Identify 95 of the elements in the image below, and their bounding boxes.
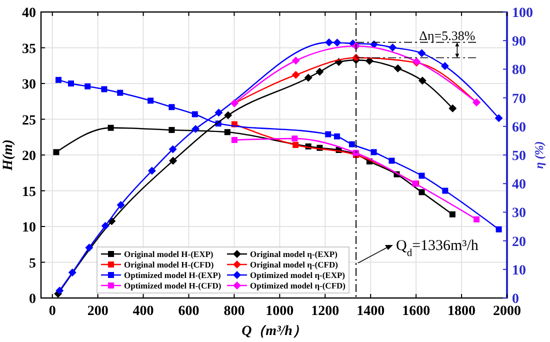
- point: [292, 142, 299, 148]
- y-tick-label: 5: [29, 256, 36, 272]
- point: [448, 104, 457, 112]
- point: [333, 38, 342, 47]
- point: [84, 83, 91, 90]
- point: [494, 114, 503, 122]
- x-tick-label: 2000: [493, 304, 521, 319]
- y-tick-label: 10: [22, 220, 36, 236]
- point: [304, 74, 312, 82]
- point: [292, 56, 300, 65]
- y2-tick-label: 70: [512, 92, 526, 107]
- legend-label: Original model η-(EXP): [250, 249, 338, 259]
- point: [214, 108, 223, 117]
- point: [292, 136, 298, 142]
- legend-label: Original model H-(CFD): [124, 260, 214, 270]
- point: [474, 216, 480, 222]
- point: [169, 156, 178, 165]
- point: [325, 38, 334, 46]
- legend-label: Original model η-(CFD): [250, 260, 338, 270]
- point: [440, 62, 449, 70]
- y-axis-title: H(m): [1, 139, 16, 172]
- y2-tick-label: 100: [512, 6, 533, 21]
- x-axis-title: Q（m³/h）: [242, 324, 306, 339]
- legend-label: Optimized model η-(EXP): [250, 270, 346, 280]
- y2-tick-label: 30: [512, 206, 526, 222]
- y-tick-label: 30: [22, 78, 36, 92]
- y2-axis-title: η (%): [532, 141, 546, 169]
- x-tick-label: 400: [132, 304, 154, 319]
- point: [231, 136, 238, 143]
- point: [418, 172, 425, 179]
- point: [316, 68, 324, 76]
- point: [418, 49, 426, 58]
- point: [224, 111, 232, 120]
- point: [56, 286, 64, 295]
- y2-tick-label: 40: [512, 178, 526, 193]
- legend-label: Original model H-(EXP): [124, 249, 214, 259]
- point: [325, 131, 332, 138]
- x-tick-label: 1000: [266, 304, 294, 319]
- point: [388, 43, 397, 52]
- point: [68, 80, 74, 86]
- point: [449, 211, 456, 218]
- x-tick-label: 200: [87, 304, 108, 319]
- legend-label: Optimized model H-(CFD): [124, 280, 222, 290]
- y-tick-label: 0: [29, 292, 36, 307]
- x-tick-label: 800: [224, 304, 245, 319]
- legend-label: Optimized model η-(CFD): [250, 280, 346, 290]
- point: [116, 201, 125, 210]
- point: [394, 64, 402, 72]
- y-tick-label: 35: [22, 42, 36, 57]
- point: [192, 124, 200, 133]
- point: [168, 104, 175, 110]
- point: [108, 124, 114, 131]
- point: [224, 129, 230, 136]
- point: [148, 98, 154, 104]
- point: [348, 141, 355, 148]
- point: [101, 86, 108, 92]
- point: [418, 189, 425, 196]
- y2-tick-label: 10: [512, 263, 526, 278]
- point: [365, 56, 374, 65]
- y2-tick-label: 60: [512, 120, 526, 136]
- y2-tick-label: 0: [512, 292, 519, 307]
- point: [168, 126, 175, 133]
- y-tick-label: 15: [22, 184, 36, 200]
- point: [292, 70, 300, 79]
- point: [68, 268, 76, 277]
- point: [370, 149, 377, 156]
- x-tick-label: 600: [178, 304, 200, 319]
- x-tick-label: 1800: [448, 304, 476, 319]
- x-tick-label: 1600: [402, 304, 430, 319]
- point: [192, 111, 198, 118]
- y-tick-label: 40: [22, 6, 36, 21]
- point: [148, 166, 156, 175]
- point: [418, 76, 426, 85]
- point: [117, 90, 124, 96]
- point: [496, 226, 502, 232]
- x-tick-label: 1400: [356, 304, 385, 319]
- point: [334, 133, 340, 140]
- y2-tick-label: 80: [512, 63, 526, 78]
- y2-tick-label: 90: [512, 34, 526, 50]
- y-tick-label: 20: [22, 149, 36, 164]
- point: [101, 222, 110, 230]
- point: [85, 244, 94, 252]
- annotation: Δη=5.38%: [419, 28, 476, 43]
- ref-line-label: Q$_{d}$=1336m³/h: [396, 238, 479, 258]
- y2-tick-label: 20: [512, 234, 526, 250]
- point: [388, 158, 395, 164]
- x-tick-label: 1200: [311, 304, 340, 319]
- legend-label: Optimized model H-(EXP): [124, 270, 221, 280]
- point: [168, 145, 177, 154]
- x-tick-label: 0: [48, 304, 56, 319]
- point: [56, 76, 62, 83]
- point: [442, 188, 448, 194]
- y-tick-label: 25: [22, 113, 36, 128]
- point: [53, 149, 60, 156]
- y2-tick-label: 50: [512, 149, 526, 164]
